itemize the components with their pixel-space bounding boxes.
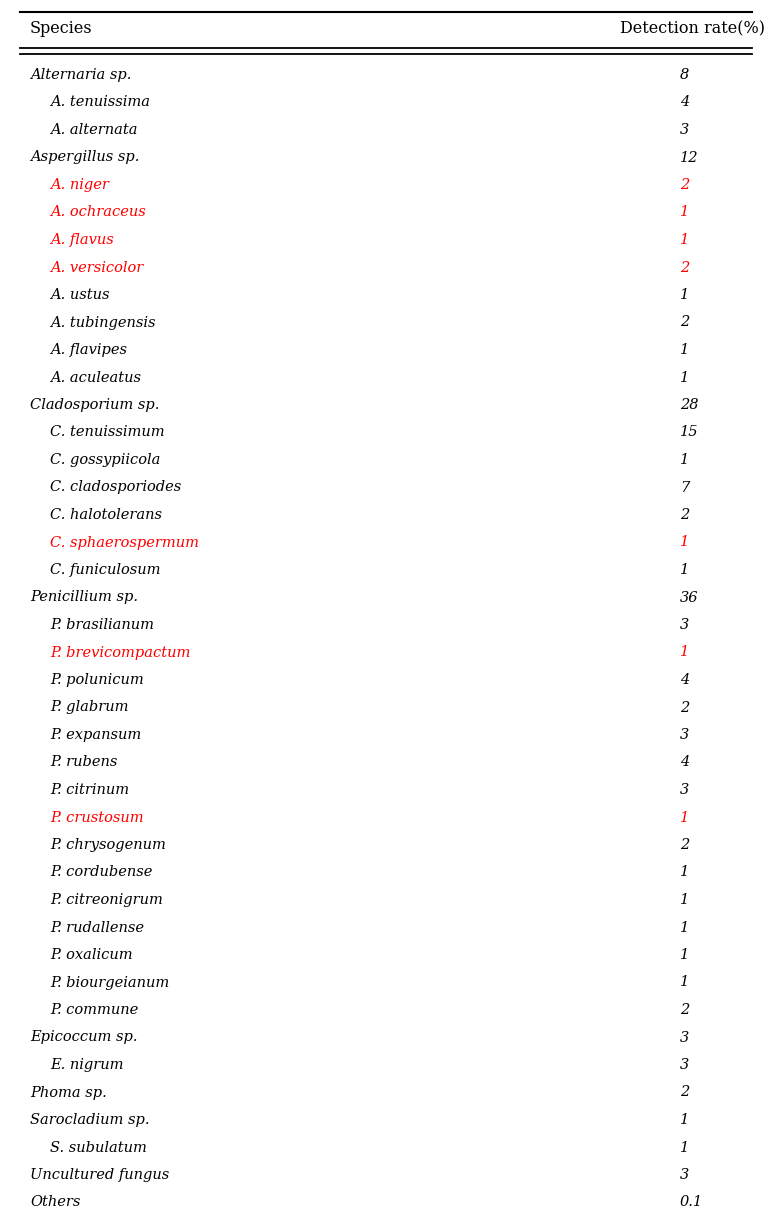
Text: 1: 1	[680, 287, 689, 302]
Text: A. ochraceus: A. ochraceus	[50, 205, 146, 220]
Text: 1: 1	[680, 645, 689, 660]
Text: A. flavus: A. flavus	[50, 233, 113, 247]
Text: P. citreonigrum: P. citreonigrum	[50, 893, 163, 907]
Text: 4: 4	[680, 756, 689, 769]
Text: Species: Species	[30, 19, 93, 38]
Text: A. flavipes: A. flavipes	[50, 343, 127, 357]
Text: C. cladosporiodes: C. cladosporiodes	[50, 480, 181, 495]
Text: 1: 1	[680, 810, 689, 825]
Text: E. nigrum: E. nigrum	[50, 1058, 124, 1072]
Text: 1: 1	[680, 563, 689, 577]
Text: P. glabrum: P. glabrum	[50, 700, 128, 714]
Text: 3: 3	[680, 1168, 689, 1181]
Text: C. halotolerans: C. halotolerans	[50, 508, 162, 522]
Text: A. versicolor: A. versicolor	[50, 261, 144, 274]
Text: P. commune: P. commune	[50, 1003, 138, 1016]
Text: 15: 15	[680, 426, 699, 439]
Text: A. ustus: A. ustus	[50, 287, 110, 302]
Text: A. niger: A. niger	[50, 178, 109, 192]
Text: 2: 2	[680, 1003, 689, 1016]
Text: 2: 2	[680, 178, 689, 192]
Text: 3: 3	[680, 617, 689, 632]
Text: P. oxalicum: P. oxalicum	[50, 949, 133, 962]
Text: P. chrysogenum: P. chrysogenum	[50, 838, 166, 852]
Text: 2: 2	[680, 838, 689, 852]
Text: 3: 3	[680, 123, 689, 137]
Text: 1: 1	[680, 1114, 689, 1127]
Text: P. citrinum: P. citrinum	[50, 784, 129, 797]
Text: 2: 2	[680, 508, 689, 522]
Text: 7: 7	[680, 480, 689, 495]
Text: Aspergillus sp.: Aspergillus sp.	[30, 150, 140, 165]
Text: 1: 1	[680, 343, 689, 357]
Text: 1: 1	[680, 949, 689, 962]
Text: 1: 1	[680, 370, 689, 385]
Text: Alternaria sp.: Alternaria sp.	[30, 68, 131, 82]
Text: C. gossypiicola: C. gossypiicola	[50, 452, 161, 467]
Text: 12: 12	[680, 150, 699, 165]
Text: A. tenuissima: A. tenuissima	[50, 96, 150, 109]
Text: C. sphaerospermum: C. sphaerospermum	[50, 535, 199, 549]
Text: A. alternata: A. alternata	[50, 123, 137, 137]
Text: P. rudallense: P. rudallense	[50, 921, 144, 934]
Text: Sarocladium sp.: Sarocladium sp.	[30, 1114, 150, 1127]
Text: C. tenuissimum: C. tenuissimum	[50, 426, 164, 439]
Text: P. brevicompactum: P. brevicompactum	[50, 645, 191, 660]
Text: 1: 1	[680, 233, 689, 247]
Text: 36: 36	[680, 591, 699, 604]
Text: 2: 2	[680, 261, 689, 274]
Text: P. brasilianum: P. brasilianum	[50, 617, 154, 632]
Text: 1: 1	[680, 975, 689, 990]
Text: 1: 1	[680, 205, 689, 220]
Text: P. expansum: P. expansum	[50, 728, 141, 742]
Text: 3: 3	[680, 784, 689, 797]
Text: P. cordubense: P. cordubense	[50, 866, 152, 879]
Text: 3: 3	[680, 728, 689, 742]
Text: Penicillium sp.: Penicillium sp.	[30, 591, 138, 604]
Text: A. tubingensis: A. tubingensis	[50, 315, 155, 330]
Text: 1: 1	[680, 866, 689, 879]
Text: Others: Others	[30, 1196, 80, 1209]
Text: 1: 1	[680, 535, 689, 549]
Text: P. biourgeianum: P. biourgeianum	[50, 975, 169, 990]
Text: A. aculeatus: A. aculeatus	[50, 370, 141, 385]
Text: 1: 1	[680, 921, 689, 934]
Text: C. funiculosum: C. funiculosum	[50, 563, 161, 577]
Text: Detection rate(%): Detection rate(%)	[620, 19, 765, 38]
Text: 2: 2	[680, 700, 689, 714]
Text: P. rubens: P. rubens	[50, 756, 117, 769]
Text: 2: 2	[680, 1086, 689, 1099]
Text: S. subulatum: S. subulatum	[50, 1140, 147, 1155]
Text: 1: 1	[680, 893, 689, 907]
Text: 4: 4	[680, 673, 689, 687]
Text: Uncultured fungus: Uncultured fungus	[30, 1168, 169, 1181]
Text: P. polunicum: P. polunicum	[50, 673, 144, 687]
Text: Epicoccum sp.: Epicoccum sp.	[30, 1031, 137, 1044]
Text: 4: 4	[680, 96, 689, 109]
Text: 1: 1	[680, 1140, 689, 1155]
Text: P. crustosum: P. crustosum	[50, 810, 144, 825]
Text: 28: 28	[680, 398, 699, 412]
Text: 0.1: 0.1	[680, 1196, 703, 1209]
Text: 8: 8	[680, 68, 689, 82]
Text: 1: 1	[680, 452, 689, 467]
Text: 3: 3	[680, 1031, 689, 1044]
Text: Cladosporium sp.: Cladosporium sp.	[30, 398, 159, 412]
Text: 3: 3	[680, 1058, 689, 1072]
Text: 2: 2	[680, 315, 689, 330]
Text: Phoma sp.: Phoma sp.	[30, 1086, 107, 1099]
